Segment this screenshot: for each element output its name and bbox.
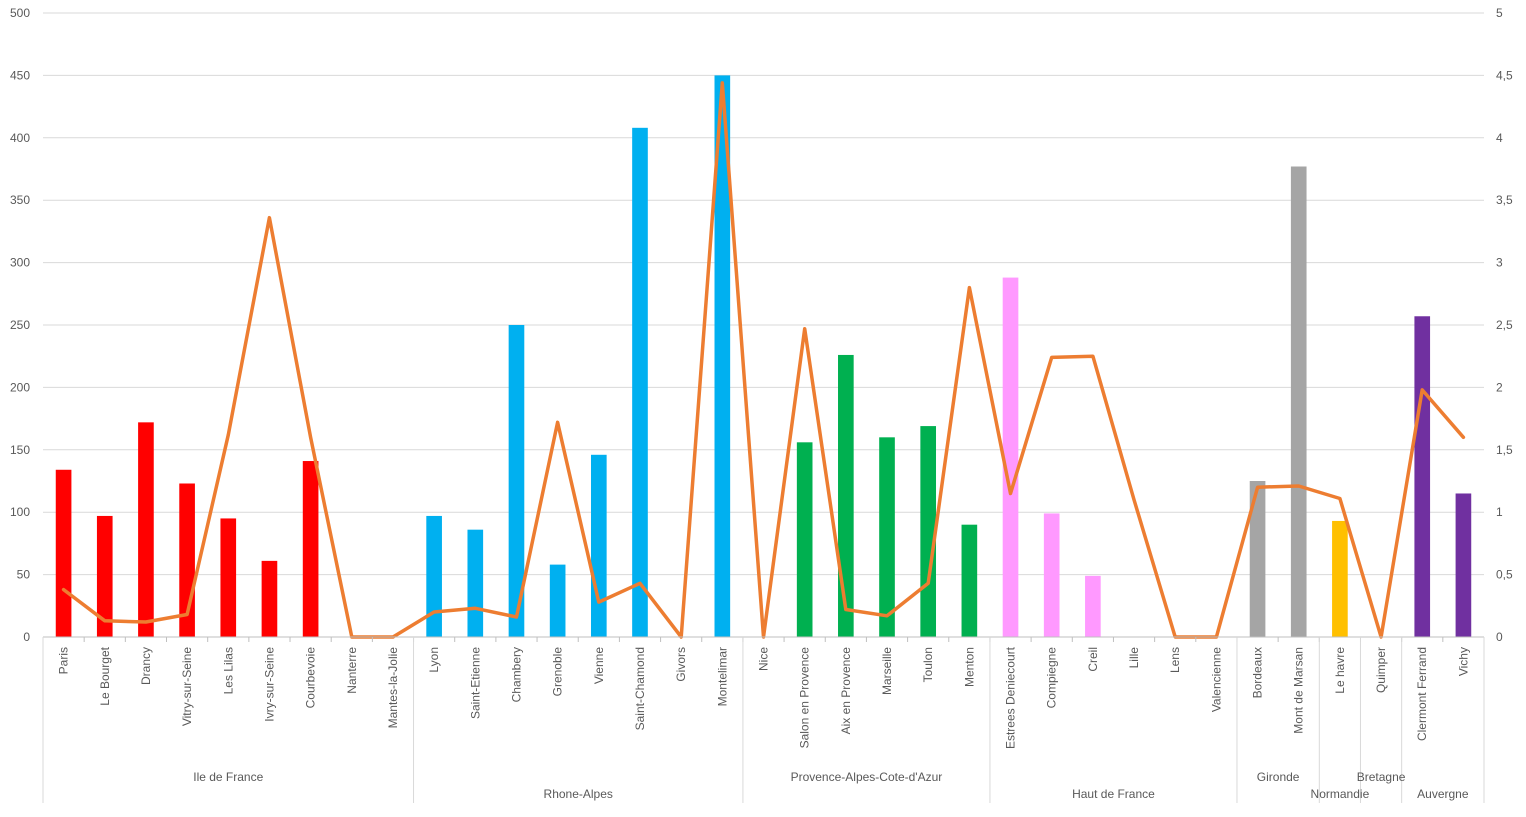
bar <box>1085 576 1101 637</box>
y2-tick-label: 0,5 <box>1496 568 1513 582</box>
group-label: Bretagne <box>1357 770 1406 784</box>
bar <box>467 530 483 637</box>
x-category-label: Vienne <box>592 647 606 684</box>
x-category-label: Paris <box>57 647 71 674</box>
x-category-label: Valencienne <box>1209 647 1223 712</box>
x-category-label: Lens <box>1168 647 1182 673</box>
x-category-label: Mantes-la-Jolie <box>386 647 400 729</box>
y-tick-label: 150 <box>10 443 30 457</box>
bar <box>1291 167 1307 637</box>
bar <box>1456 493 1472 637</box>
x-category-label: Clermont Ferrand <box>1415 647 1429 741</box>
group-label: Gironde <box>1257 770 1300 784</box>
x-category-label: Les Lilas <box>221 647 235 694</box>
x-category-label: Toulon <box>921 647 935 682</box>
bar <box>56 470 72 637</box>
bar <box>962 525 978 637</box>
x-category-label: Mont de Marsan <box>1292 647 1306 734</box>
x-category-label: Vichy <box>1456 647 1470 676</box>
bar <box>1332 521 1348 637</box>
bar <box>303 461 319 637</box>
bar <box>632 128 648 637</box>
y-tick-label: 250 <box>10 318 30 332</box>
y2-tick-label: 4,5 <box>1496 68 1513 82</box>
x-category-label: Courbevoie <box>304 647 318 709</box>
x-category-label: Salon en Provence <box>798 647 812 749</box>
y2-tick-label: 5 <box>1496 6 1503 20</box>
x-category-label: Le havre <box>1333 647 1347 694</box>
bar <box>426 516 442 637</box>
group-label: Ile de France <box>193 770 263 784</box>
y2-tick-label: 1 <box>1496 505 1503 519</box>
group-label: Rhone-Alpes <box>544 787 613 801</box>
x-category-label: Menton <box>962 647 976 687</box>
y-tick-label: 350 <box>10 193 30 207</box>
bar <box>879 437 895 637</box>
y-tick-label: 100 <box>10 505 30 519</box>
bar <box>838 355 854 637</box>
bar <box>797 442 813 637</box>
x-category-label: Compiegne <box>1045 647 1059 709</box>
y2-tick-label: 0 <box>1496 630 1503 644</box>
y-tick-label: 400 <box>10 131 30 145</box>
y2-tick-label: 3 <box>1496 256 1503 270</box>
bar <box>591 455 607 637</box>
y2-tick-label: 4 <box>1496 131 1503 145</box>
group-label: Haut de France <box>1072 787 1155 801</box>
y2-tick-label: 2 <box>1496 380 1503 394</box>
y-tick-label: 0 <box>23 630 30 644</box>
x-category-label: Vitry-sur-Seine <box>180 647 194 726</box>
bar <box>220 518 236 637</box>
x-category-label: Quimper <box>1374 647 1388 693</box>
bar <box>550 565 566 637</box>
x-category-label: Chambery <box>509 647 523 702</box>
x-category-label: Montelimar <box>715 647 729 706</box>
y2-tick-label: 3,5 <box>1496 193 1513 207</box>
x-category-label: Ivry-sur-Seine <box>262 647 276 722</box>
group-label: Normandie <box>1311 787 1370 801</box>
y-tick-label: 50 <box>17 568 31 582</box>
group-label: Auvergne <box>1417 787 1469 801</box>
x-category-label: Marseille <box>880 647 894 695</box>
x-category-label: Lyon <box>427 647 441 673</box>
x-category-label: Nanterre <box>345 647 359 694</box>
x-category-label: Drancy <box>139 647 153 685</box>
x-category-label: Grenoble <box>551 647 565 697</box>
x-category-label: Givors <box>674 647 688 682</box>
y-tick-label: 450 <box>10 68 30 82</box>
gridlines <box>43 13 1484 575</box>
bar <box>1414 316 1430 637</box>
y-tick-label: 300 <box>10 256 30 270</box>
x-category-label: Aix en Provence <box>839 647 853 735</box>
x-category-label: Creil <box>1086 647 1100 672</box>
bar <box>138 422 154 637</box>
x-category-label: Saint-Etienne <box>468 647 482 719</box>
bar <box>262 561 278 637</box>
y-tick-label: 500 <box>10 6 30 20</box>
x-category-label: Nice <box>757 647 771 671</box>
bar <box>1044 513 1060 637</box>
y2-tick-label: 1,5 <box>1496 443 1513 457</box>
x-category-label: Estrees Deniecourt <box>1004 646 1018 749</box>
group-label: Provence-Alpes-Cote-d'Azur <box>791 770 943 784</box>
x-category-label: Lille <box>1127 647 1141 669</box>
bar-series <box>56 75 1471 637</box>
x-category-label: Saint-Chamond <box>633 647 647 730</box>
x-category-label: Bordeaux <box>1251 647 1265 698</box>
x-category-label: Le Bourget <box>98 646 112 705</box>
y2-tick-label: 2,5 <box>1496 318 1513 332</box>
y-tick-label: 200 <box>10 380 30 394</box>
